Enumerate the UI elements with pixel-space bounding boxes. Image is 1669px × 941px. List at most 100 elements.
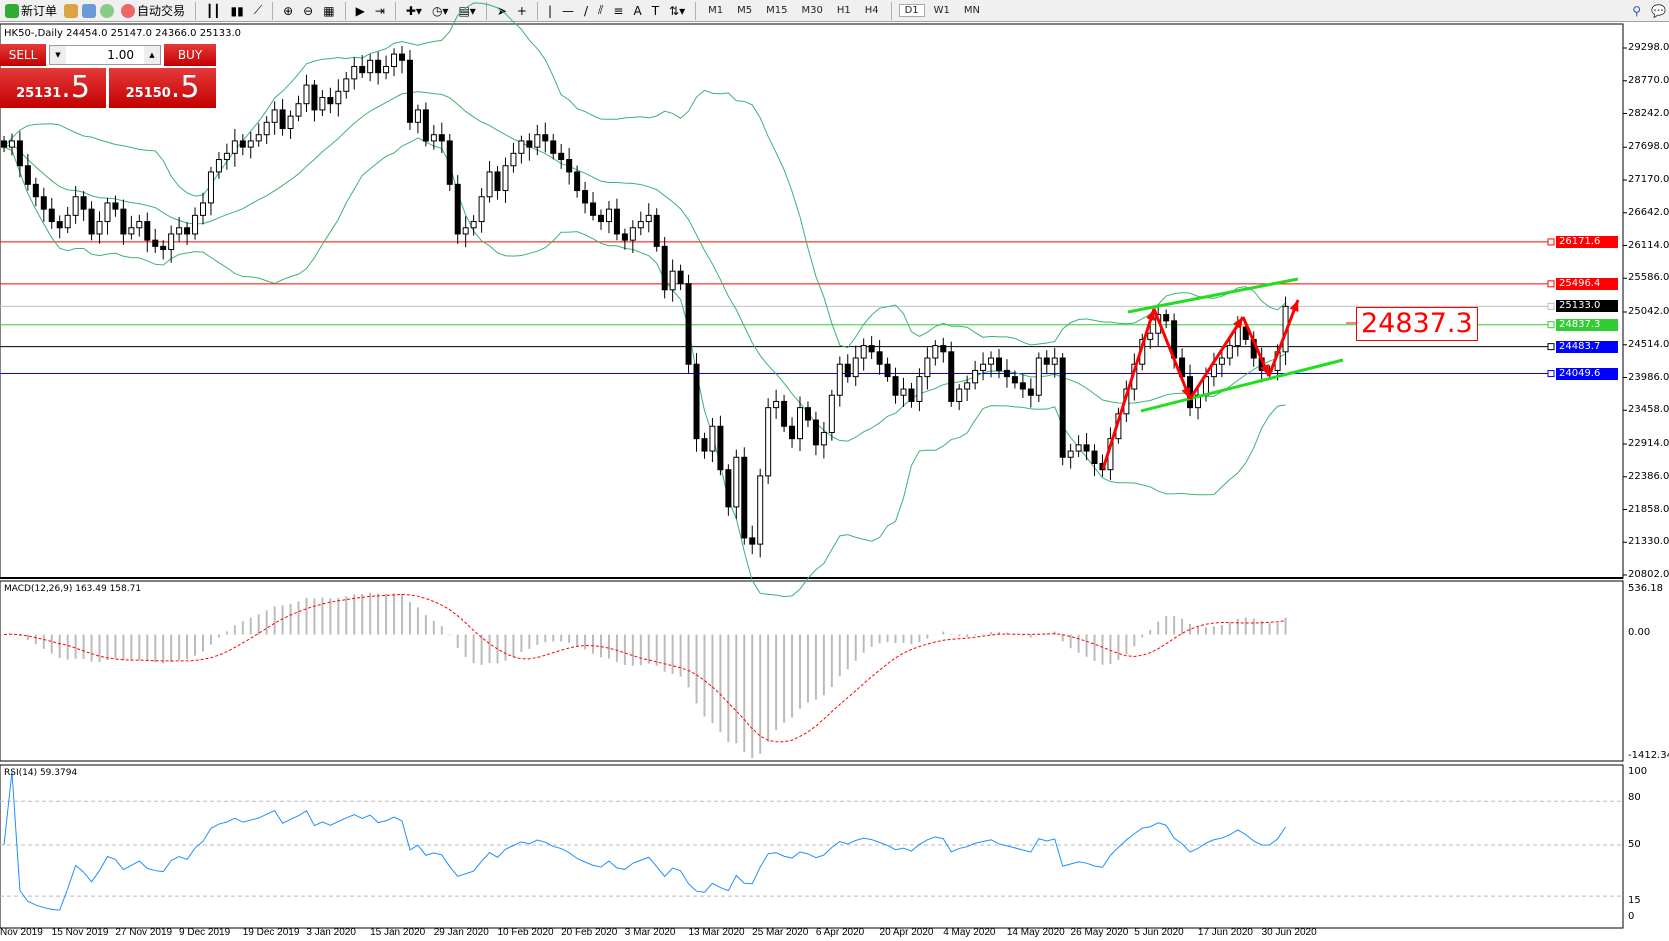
macd-max-label: 536.18 bbox=[1628, 583, 1663, 594]
timeframe-w1[interactable]: W1 bbox=[933, 5, 950, 16]
timeframe-mn[interactable]: MN bbox=[963, 5, 981, 16]
horizontal-levels bbox=[0, 238, 1555, 378]
rsi-0-label: 0 bbox=[1628, 911, 1635, 922]
auto-trading-button[interactable]: 自动交易 bbox=[118, 1, 188, 21]
candle-body bbox=[836, 363, 843, 396]
candle-body bbox=[1226, 345, 1233, 359]
candle-body bbox=[1035, 357, 1042, 396]
candle-body bbox=[582, 190, 589, 204]
candle-body bbox=[430, 134, 437, 142]
candle-body bbox=[223, 152, 230, 161]
price-tick-label: 29298.0 bbox=[1628, 42, 1669, 53]
signal-icon[interactable] bbox=[100, 3, 115, 18]
time-tick-label: 5 Jun 2020 bbox=[1134, 927, 1184, 938]
candle-body bbox=[319, 96, 326, 111]
candle-body bbox=[948, 351, 955, 402]
candle-body bbox=[40, 196, 47, 210]
autoscroll-icon[interactable]: ▶ bbox=[355, 3, 365, 18]
new-order-button[interactable]: 新订单 bbox=[2, 1, 60, 21]
candle-body bbox=[820, 431, 827, 446]
level-price-tag: 25133.0 bbox=[1556, 300, 1618, 313]
candle-body bbox=[773, 400, 780, 409]
arrows-icon[interactable]: ⇅▾ bbox=[669, 3, 686, 18]
candle-body bbox=[1027, 388, 1034, 396]
bollinger-line bbox=[3, 137, 1286, 598]
candle-body bbox=[1011, 376, 1018, 384]
level-price-tag: 24049.6 bbox=[1556, 367, 1618, 380]
timeframe-m1[interactable]: M1 bbox=[708, 5, 724, 16]
bar-chart-icon[interactable]: ┃┃ bbox=[206, 3, 221, 18]
candle-body bbox=[446, 140, 453, 185]
chat-icon[interactable]: 💬 bbox=[1651, 3, 1666, 18]
equidistant-channel-icon[interactable]: ⫽ bbox=[598, 3, 604, 17]
timeframe-m5[interactable]: M5 bbox=[737, 5, 753, 16]
candle-body bbox=[391, 53, 398, 67]
periods-icon[interactable]: ◷▾ bbox=[431, 3, 449, 18]
candle-body bbox=[16, 140, 23, 167]
text-label-icon[interactable]: T bbox=[651, 3, 660, 18]
zoom-out-icon[interactable]: ⊖ bbox=[303, 3, 314, 18]
timeframe-d1[interactable]: D1 bbox=[898, 4, 925, 17]
candle-body bbox=[375, 59, 382, 74]
time-tick-label: 30 Jun 2020 bbox=[1261, 927, 1317, 938]
candle-body bbox=[414, 109, 421, 123]
candle-body bbox=[303, 84, 310, 105]
candle-body bbox=[574, 171, 581, 192]
sell-button[interactable]: SELL bbox=[0, 44, 46, 66]
line-chart-icon[interactable]: ⟋ bbox=[253, 3, 263, 17]
candle-body bbox=[1218, 357, 1225, 365]
candle-body bbox=[956, 388, 963, 402]
timeframe-h4[interactable]: H4 bbox=[864, 5, 879, 16]
candle-body bbox=[1043, 357, 1050, 365]
price-tick-label: 20802.0 bbox=[1628, 569, 1669, 580]
candle-body bbox=[765, 407, 772, 477]
timeframe-h1[interactable]: H1 bbox=[836, 5, 851, 16]
red-arrow bbox=[1152, 308, 1192, 400]
indicators-icon[interactable]: ✚▾ bbox=[405, 3, 422, 18]
candle-body bbox=[924, 357, 931, 378]
timeframe-m30[interactable]: M30 bbox=[801, 5, 823, 16]
lot-decrease-button[interactable]: ▼ bbox=[50, 46, 66, 64]
candle-body bbox=[852, 357, 859, 378]
lot-size-input[interactable]: 1.00 bbox=[49, 45, 161, 65]
vertical-line-icon[interactable]: | bbox=[547, 3, 552, 18]
lot-increase-button[interactable]: ▲ bbox=[144, 46, 160, 64]
candle-body bbox=[1075, 444, 1082, 452]
candle-body bbox=[470, 221, 477, 229]
sell-price[interactable]: 25131.5 bbox=[0, 68, 106, 108]
candlestick-icon[interactable]: ▮▮ bbox=[230, 3, 244, 18]
candle-body bbox=[908, 388, 915, 402]
candle-body bbox=[598, 214, 604, 223]
candle-body bbox=[781, 400, 788, 427]
time-tick-label: 15 Jan 2020 bbox=[370, 927, 426, 938]
zoom-in-icon[interactable]: ⊕ bbox=[283, 3, 294, 18]
candle-body bbox=[892, 376, 899, 396]
tile-windows-icon[interactable]: ▦ bbox=[323, 3, 335, 18]
candle-body bbox=[494, 171, 501, 192]
search-icon[interactable]: ⚲ bbox=[1632, 3, 1642, 18]
horizontal-line-icon[interactable]: — bbox=[562, 3, 574, 18]
level-handle bbox=[1547, 343, 1555, 351]
separator bbox=[344, 1, 346, 20]
candle-body bbox=[160, 245, 167, 250]
buy-price[interactable]: 25150.5 bbox=[109, 68, 216, 108]
timeframe-m15[interactable]: M15 bbox=[766, 5, 788, 16]
history-icon[interactable] bbox=[64, 3, 79, 18]
buy-button[interactable]: BUY bbox=[164, 44, 216, 66]
symbol-label: HK50-,Daily bbox=[4, 28, 63, 39]
time-tick-label: 29 Jan 2020 bbox=[433, 927, 489, 938]
candle-body bbox=[797, 407, 803, 440]
candle-body bbox=[128, 227, 135, 235]
templates-icon[interactable]: ▤▾ bbox=[458, 3, 476, 18]
navigator-icon[interactable] bbox=[82, 3, 97, 18]
fibonacci-icon[interactable]: ≡ bbox=[613, 3, 624, 18]
candle-body bbox=[176, 227, 183, 235]
trendline-icon[interactable]: / bbox=[584, 3, 589, 18]
candle-body bbox=[1147, 332, 1154, 340]
text-icon[interactable]: A bbox=[633, 3, 642, 18]
candle-body bbox=[645, 214, 652, 223]
crosshair-icon[interactable]: + bbox=[516, 3, 527, 18]
candle-body bbox=[72, 196, 79, 216]
chart-shift-icon[interactable]: ⇥ bbox=[374, 3, 385, 18]
